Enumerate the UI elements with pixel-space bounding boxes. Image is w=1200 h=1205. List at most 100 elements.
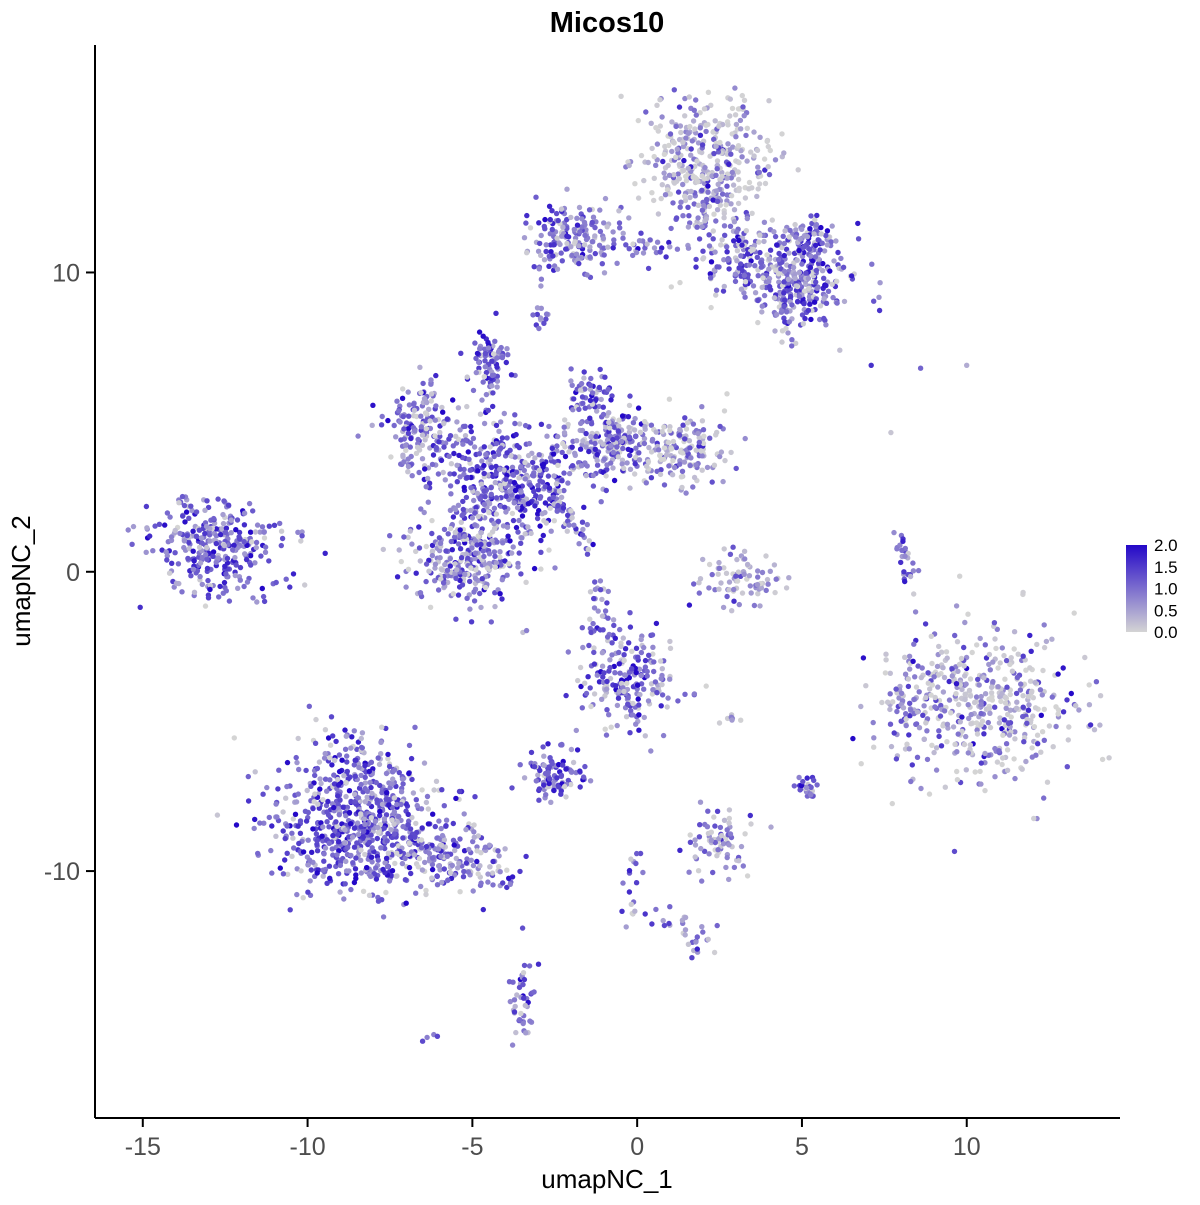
data-point — [674, 146, 680, 152]
data-point — [700, 556, 706, 563]
data-point — [645, 265, 652, 272]
data-point — [992, 704, 998, 710]
data-point — [166, 570, 173, 576]
data-point — [707, 435, 713, 441]
data-point — [358, 781, 364, 788]
data-point — [377, 812, 383, 819]
data-point — [491, 549, 498, 555]
data-point — [257, 529, 263, 535]
data-point — [599, 663, 606, 669]
data-point — [492, 479, 498, 486]
data-point — [879, 699, 885, 706]
data-point — [305, 862, 311, 868]
data-point — [602, 608, 609, 614]
data-point — [957, 719, 963, 725]
data-point — [876, 294, 882, 300]
data-point — [464, 374, 470, 380]
data-point — [700, 929, 706, 935]
data-point — [320, 797, 326, 803]
data-point — [950, 724, 957, 730]
data-point — [783, 309, 790, 315]
data-point — [681, 157, 687, 164]
data-point — [940, 665, 946, 671]
data-point — [441, 803, 447, 809]
data-point — [651, 668, 657, 675]
data-point — [327, 875, 333, 881]
data-point — [244, 542, 250, 548]
data-point — [400, 413, 406, 420]
data-point — [965, 702, 971, 708]
data-point — [504, 450, 510, 456]
data-point — [440, 469, 446, 476]
data-point — [451, 471, 457, 477]
data-point — [734, 556, 740, 563]
data-point — [547, 755, 553, 761]
data-point — [766, 266, 772, 272]
data-point — [666, 239, 672, 246]
data-point — [314, 870, 320, 876]
data-point — [714, 808, 721, 814]
data-point — [379, 413, 385, 420]
data-point — [992, 636, 998, 642]
data-point — [333, 819, 339, 825]
data-point — [202, 603, 209, 609]
data-point — [527, 1018, 533, 1024]
data-point — [785, 280, 792, 286]
data-point — [615, 428, 621, 434]
data-point — [650, 644, 656, 650]
data-point — [457, 466, 463, 472]
data-point — [664, 704, 670, 710]
data-point — [419, 456, 426, 462]
data-point — [559, 449, 565, 456]
data-point — [502, 558, 508, 564]
data-point — [628, 708, 634, 714]
data-point — [516, 517, 522, 524]
data-point — [574, 747, 581, 753]
data-point — [596, 242, 603, 248]
data-point — [462, 571, 468, 577]
data-point — [415, 436, 421, 443]
data-point — [712, 118, 718, 124]
data-point — [797, 236, 803, 242]
data-point — [213, 533, 220, 539]
data-point — [580, 644, 586, 651]
data-point — [727, 831, 734, 837]
data-point — [713, 172, 719, 178]
data-point — [521, 962, 528, 969]
data-point — [438, 842, 445, 848]
data-point — [437, 540, 444, 546]
data-point — [799, 261, 805, 267]
data-point — [627, 610, 633, 616]
data-point — [318, 820, 324, 826]
data-point — [982, 750, 988, 757]
data-point — [414, 413, 420, 420]
data-point — [379, 724, 385, 730]
data-point — [697, 576, 704, 582]
data-point — [434, 1033, 441, 1040]
data-point — [835, 249, 841, 256]
data-point — [283, 576, 289, 582]
data-point — [964, 362, 970, 368]
data-point — [582, 680, 588, 686]
data-point — [434, 882, 441, 888]
data-point — [626, 402, 633, 409]
data-point — [295, 735, 301, 742]
data-point — [659, 182, 665, 188]
data-point — [480, 379, 486, 385]
data-point — [205, 577, 211, 584]
data-point — [744, 158, 750, 164]
data-point — [682, 691, 688, 697]
data-point — [497, 554, 503, 560]
data-point — [217, 531, 224, 538]
data-point — [418, 389, 424, 396]
data-point — [891, 730, 897, 736]
data-point — [877, 280, 883, 286]
data-point — [482, 844, 489, 850]
data-point — [649, 145, 655, 152]
data-point — [465, 555, 471, 561]
data-point — [591, 645, 597, 651]
data-point — [1043, 638, 1050, 645]
data-point — [913, 684, 920, 690]
data-point — [868, 362, 874, 368]
data-point — [324, 788, 330, 794]
